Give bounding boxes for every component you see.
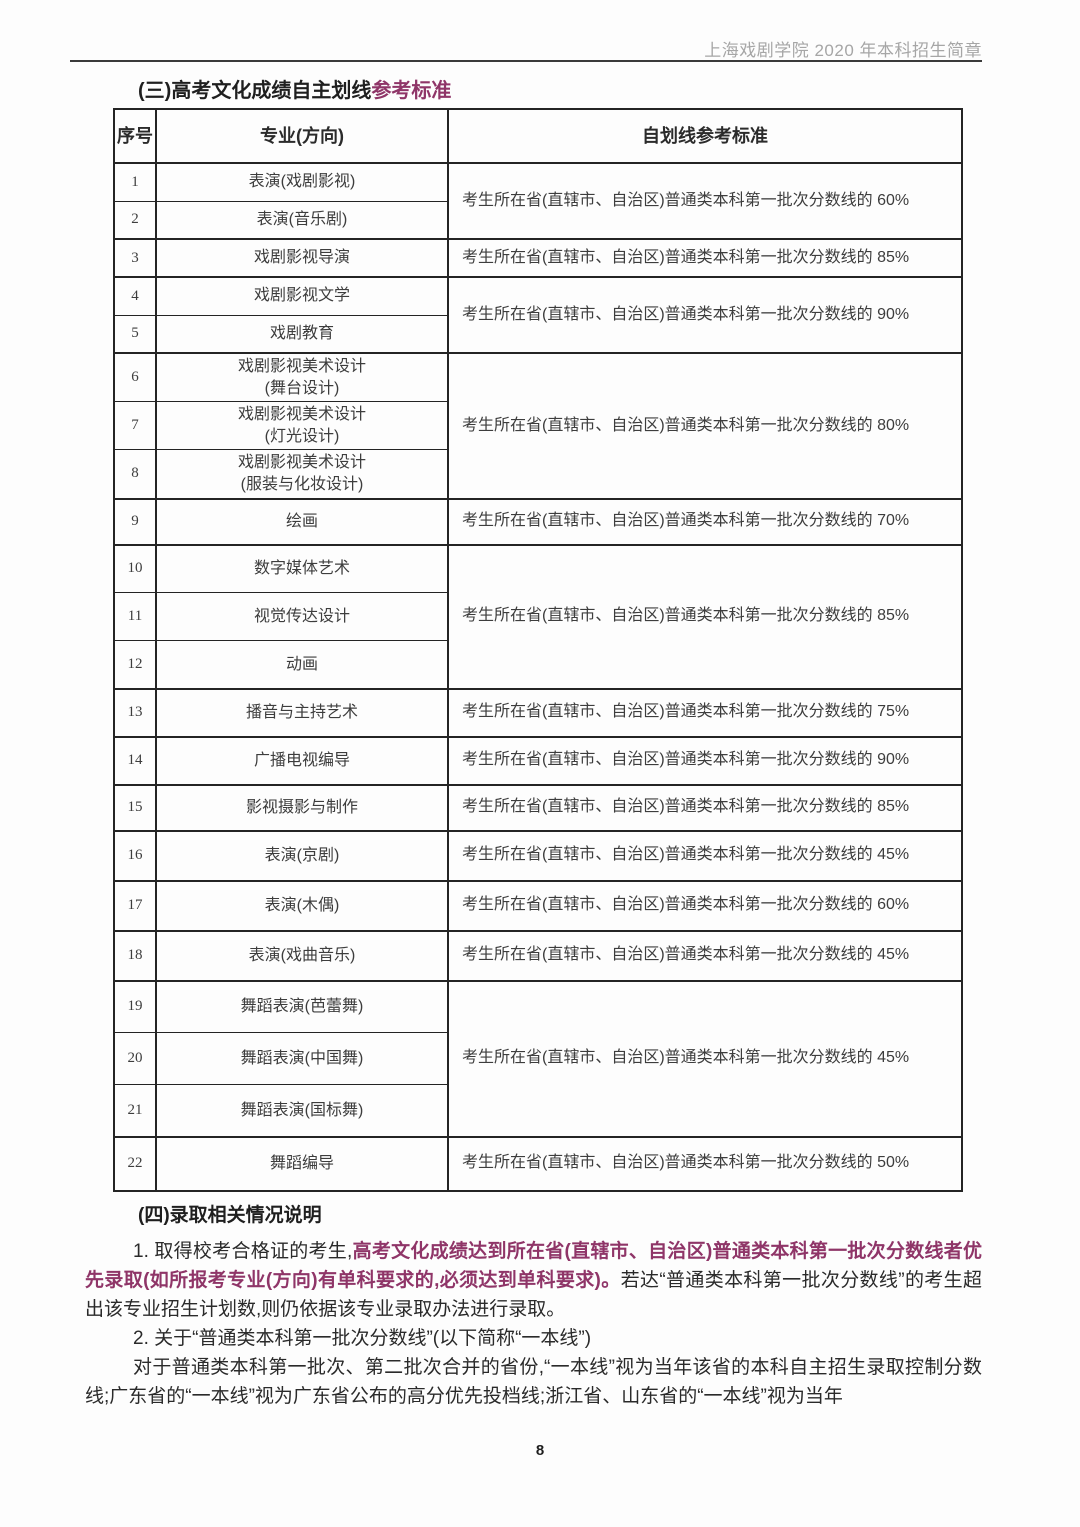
cell-standard: 考生所在省(直辖市、自治区)普通类本科第一批次分数线的 75% [447,687,963,738]
cell-row-number: 5 [113,314,157,354]
cell-major: 广播电视编导 [155,735,449,786]
cell-standard: 考生所在省(直辖市、自治区)普通类本科第一批次分数线的 90% [447,276,963,354]
cell-major: 表演(京剧) [155,829,449,882]
section3-heading-main: (三)高考文化成绩自主划线 [138,80,372,102]
cell-major: 戏剧影视美术设计 (服装与化妆设计) [155,449,449,500]
cell-standard: 考生所在省(直辖市、自治区)普通类本科第一批次分数线的 60% [447,162,963,240]
section3-heading: (三)高考文化成绩自主划线参考标准 [138,74,451,103]
page-number: 8 [535,1442,545,1459]
cell-major: 表演(戏曲音乐) [155,929,449,982]
cell-row-number: 19 [113,979,157,1034]
para1-text-normal-2: 若达“普通类本科第一批次分数线”的考生超出该专业招生计划数,则仍依据该专业录取办… [85,1270,983,1320]
cell-row-number: 16 [113,829,157,882]
table-row: 8 戏剧影视美术设计 (服装与化妆设计) [113,449,962,500]
table-row: 16 表演(京剧) 考生所在省(直辖市、自治区)普通类本科第一批次分数线的 45% [113,829,963,882]
table-row: 1 表演(戏剧影视) 考生所在省(直辖市、自治区)普通类本科第一批次分数线的 60% [113,162,963,240]
cell-row-number: 22 [113,1135,157,1192]
table-row: 7 戏剧影视美术设计 (灯光设计) [113,401,962,451]
cell-row-number: 11 [113,592,157,642]
cell-row-number: 18 [113,929,157,982]
cell-major: 绘画 [155,497,449,546]
cell-row-number: 3 [113,238,157,278]
cell-row-number: 14 [113,735,157,786]
column-header-major: 专业(方向) [155,108,449,164]
cell-row-number: 10 [113,543,157,594]
section4-paragraph-3: 对于普通类本科第一批次、第二批次合并的省份,“一本线”视为当年该省的本科自主招生… [85,1357,982,1407]
table-row: 21 舞蹈表演(国标舞) [113,1084,962,1138]
table-row: 10 数字媒体艺术 考生所在省(直辖市、自治区)普通类本科第一批次分数线的 85% [113,543,963,690]
standards-table: 序号 专业(方向) 自划线参考标准 1 表演(戏剧影视) 考生所在省(直辖市、自治区… [113,108,963,1192]
cell-standard: 考生所在省(直辖市、自治区)普通类本科第一批次分数线的 45% [447,979,963,1138]
table-row: 3 戏剧影视导演 考生所在省(直辖市、自治区)普通类本科第一批次分数线的 85% [113,238,963,278]
table-row: 15 影视摄影与制作 考生所在省(直辖市、自治区)普通类本科第一批次分数线的 85% [113,783,963,832]
cell-standard: 考生所在省(直辖市、自治区)普通类本科第一批次分数线的 70% [447,497,963,546]
cell-major: 舞蹈编导 [155,1135,449,1192]
table-row: 18 表演(戏曲音乐) 考生所在省(直辖市、自治区)普通类本科第一批次分数线的 45… [113,929,963,982]
table-row: 6 戏剧影视美术设计 (舞台设计) 考生所在省(直辖市、自治区)普通类本科第一批次分数… [113,352,963,500]
cell-major: 戏剧教育 [155,314,449,354]
section4: (四)录取相关情况说明 1. 取得校考合格证的考生,高考文化成绩达到所在省(直辖… [85,1200,982,1411]
cell-row-number: 17 [113,879,157,932]
cell-row-number: 2 [113,200,157,240]
cell-row-number: 6 [113,352,157,403]
cell-row-number: 8 [113,449,157,500]
cell-major: 数字媒体艺术 [155,543,449,594]
cell-standard: 考生所在省(直辖市、自治区)普通类本科第一批次分数线的 60% [447,879,963,932]
cell-row-number: 7 [113,401,157,451]
cell-major: 戏剧影视导演 [155,238,449,278]
section4-paragraph-1: 1. 取得校考合格证的考生,高考文化成绩达到所在省(直辖市、自治区)普通类本科第… [85,1237,982,1324]
cell-standard: 考生所在省(直辖市、自治区)普通类本科第一批次分数线的 45% [447,829,963,882]
cell-major: 动画 [155,640,449,690]
cell-major: 戏剧影视文学 [155,276,449,316]
cell-row-number: 9 [113,497,157,546]
cell-standard: 考生所在省(直辖市、自治区)普通类本科第一批次分数线的 85% [447,543,963,690]
para1-text-accent: 高考文化成绩达到所在省(直辖市、自治区)普通类本科第一批次分数线者优先录取(如所… [85,1241,983,1291]
cell-row-number: 4 [113,276,157,316]
cell-major: 戏剧影视美术设计 (舞台设计) [155,352,449,403]
cell-major: 舞蹈表演(芭蕾舞) [155,979,449,1034]
section3-heading-accent: 参考标准 [371,80,452,102]
cell-row-number: 20 [113,1032,157,1086]
cell-major: 舞蹈表演(国标舞) [155,1084,449,1138]
table-row: 19 舞蹈表演(芭蕾舞) 考生所在省(直辖市、自治区)普通类本科第一批次分数线的 4… [113,979,963,1138]
table-row: 5 戏剧教育 [113,314,962,354]
column-header-no: 序号 [113,108,157,164]
cell-major: 表演(戏剧影视) [155,162,449,202]
column-header-standard: 自划线参考标准 [447,108,963,164]
table-header-row: 序号 专业(方向) 自划线参考标准 [113,108,963,164]
cell-standard: 考生所在省(直辖市、自治区)普通类本科第一批次分数线的 85% [447,238,963,278]
cell-row-number: 12 [113,640,157,690]
cell-standard: 考生所在省(直辖市、自治区)普通类本科第一批次分数线的 45% [447,929,963,982]
table-row: 13 播音与主持艺术 考生所在省(直辖市、自治区)普通类本科第一批次分数线的 75% [113,687,963,738]
para1-text-normal-1: 1. 取得校考合格证的考生, [133,1241,353,1262]
cell-major: 表演(音乐剧) [155,200,449,240]
table-row: 17 表演(木偶) 考生所在省(直辖市、自治区)普通类本科第一批次分数线的 60% [113,879,963,932]
header-rule [70,60,982,62]
cell-major: 戏剧影视美术设计 (灯光设计) [155,401,449,451]
cell-row-number: 13 [113,687,157,738]
cell-major: 播音与主持艺术 [155,687,449,738]
cell-row-number: 1 [113,162,157,202]
table-row: 9 绘画 考生所在省(直辖市、自治区)普通类本科第一批次分数线的 70% [113,497,963,546]
section4-heading: (四)录取相关情况说明 [138,1205,322,1226]
cell-major: 视觉传达设计 [155,592,449,642]
cell-row-number: 15 [113,783,157,832]
table-row: 14 广播电视编导 考生所在省(直辖市、自治区)普通类本科第一批次分数线的 90% [113,735,963,786]
cell-standard: 考生所在省(直辖市、自治区)普通类本科第一批次分数线的 80% [447,352,963,500]
cell-standard: 考生所在省(直辖市、自治区)普通类本科第一批次分数线的 50% [447,1135,963,1192]
section4-paragraph-2: 2. 关于“普通类本科第一批次分数线”(以下简称“一本线”) [133,1328,592,1349]
cell-major: 影视摄影与制作 [155,783,449,832]
cell-standard: 考生所在省(直辖市、自治区)普通类本科第一批次分数线的 90% [447,735,963,786]
cell-row-number: 21 [113,1084,157,1138]
cell-major: 表演(木偶) [155,879,449,932]
table-row: 22 舞蹈编导 考生所在省(直辖市、自治区)普通类本科第一批次分数线的 50% [113,1135,963,1192]
document-header-title: 上海戏剧学院 2020 年本科招生简章 [704,41,982,60]
standards-table-body: 1 表演(戏剧影视) 考生所在省(直辖市、自治区)普通类本科第一批次分数线的 60%… [113,162,963,1192]
cell-standard: 考生所在省(直辖市、自治区)普通类本科第一批次分数线的 85% [447,783,963,832]
table-row: 4 戏剧影视文学 考生所在省(直辖市、自治区)普通类本科第一批次分数线的 90% [113,276,963,354]
cell-major: 舞蹈表演(中国舞) [155,1032,449,1086]
